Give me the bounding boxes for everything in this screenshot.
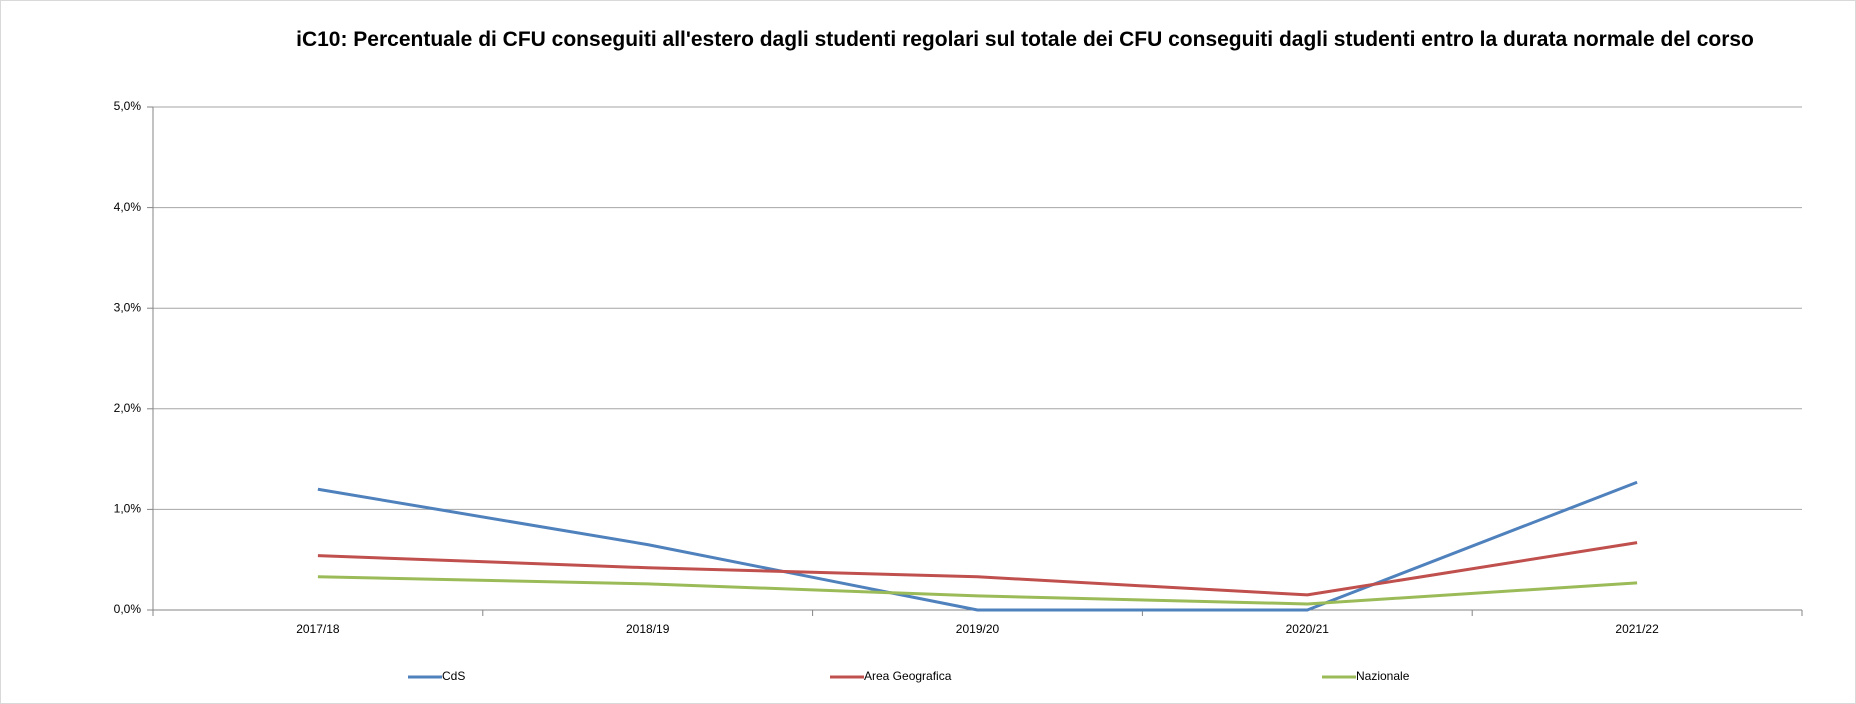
y-tick-label: 2,0%	[114, 401, 142, 415]
series-line	[317, 575, 1638, 606]
x-tick-label: 2017/18	[296, 622, 340, 636]
y-tick-label: 3,0%	[114, 300, 142, 314]
y-tick-label: 0,0%	[114, 602, 142, 616]
series-line	[317, 541, 1638, 597]
legend-label: Area Geografica	[864, 669, 952, 683]
legend-label: Nazionale	[1356, 669, 1410, 683]
x-tick-label: 2020/21	[1286, 622, 1330, 636]
chart-title: iC10: Percentuale di CFU conseguiti all'…	[296, 28, 1754, 51]
x-tick-label: 2019/20	[956, 622, 1000, 636]
x-tick-label: 2021/22	[1615, 622, 1659, 636]
y-tick-label: 4,0%	[114, 200, 142, 214]
y-tick-label: 1,0%	[114, 502, 142, 516]
series-line	[317, 480, 1638, 612]
legend-label: CdS	[442, 669, 465, 683]
y-tick-label: 5,0%	[114, 99, 142, 113]
x-tick-label: 2018/19	[626, 622, 670, 636]
